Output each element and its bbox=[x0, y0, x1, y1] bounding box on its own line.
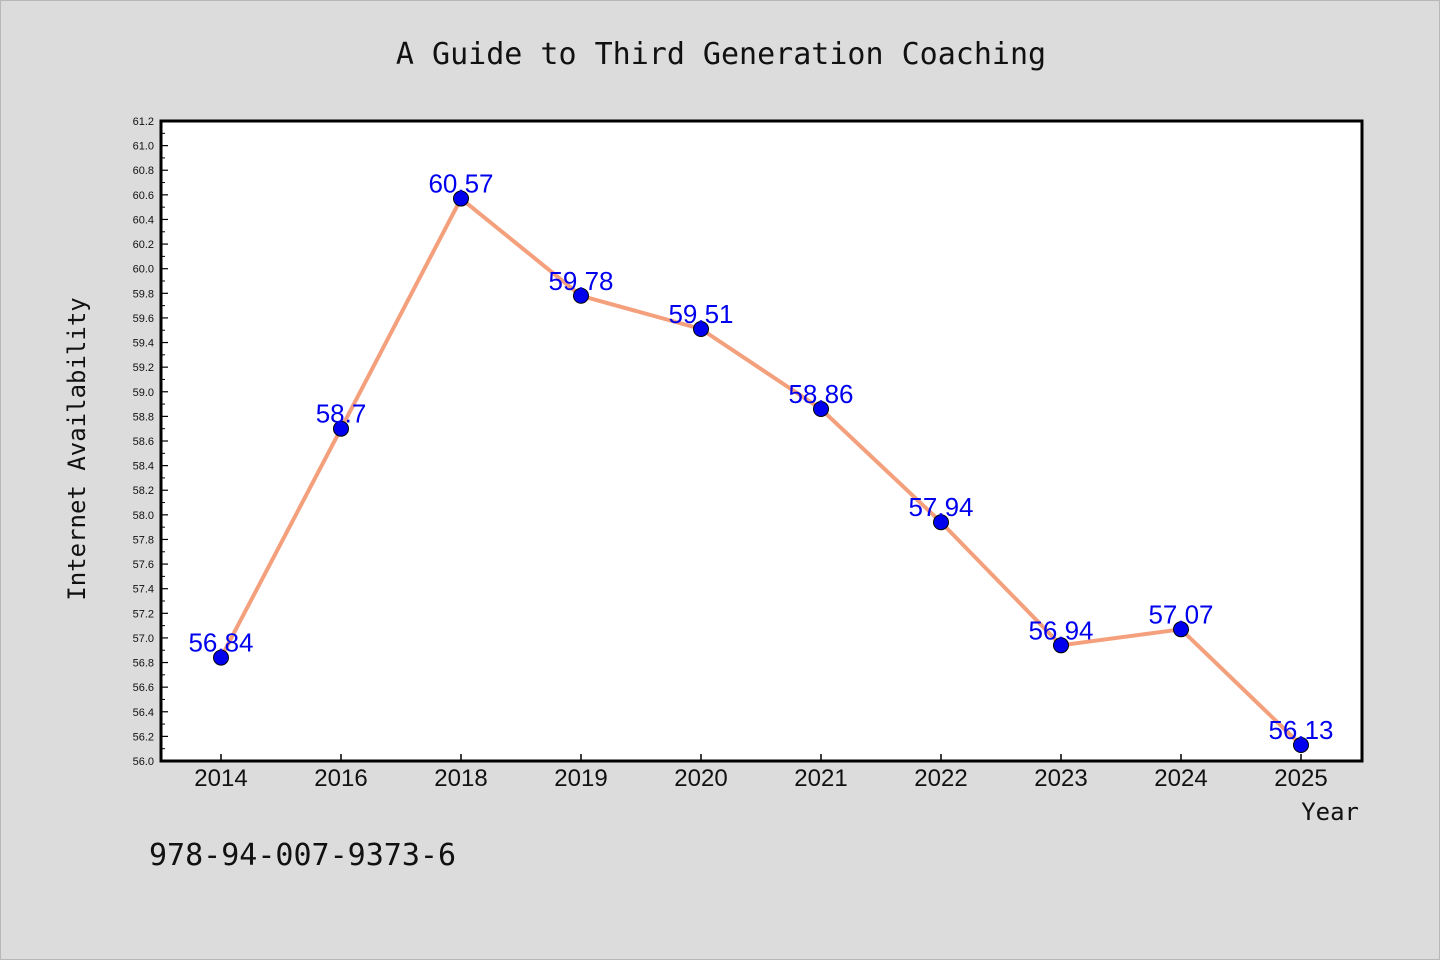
y-axis-label: Internet Availability bbox=[63, 297, 91, 600]
y-tick-label: 60.6 bbox=[133, 190, 154, 202]
y-tick-label: 60.4 bbox=[133, 214, 154, 226]
x-axis-label: Year bbox=[1301, 798, 1359, 826]
data-label: 59.51 bbox=[668, 299, 733, 329]
data-point bbox=[1053, 637, 1069, 654]
plot-area bbox=[159, 119, 1364, 763]
data-label: 58.86 bbox=[788, 379, 853, 409]
data-point bbox=[333, 420, 349, 437]
x-tick-label: 2024 bbox=[1154, 765, 1207, 792]
y-tick-label: 56.4 bbox=[133, 707, 154, 719]
y-tick-label: 58.4 bbox=[133, 461, 154, 473]
isbn-text: 978-94-007-9373-6 bbox=[149, 838, 456, 873]
data-label: 56.84 bbox=[188, 628, 253, 658]
series-group: 56.84 58.7 60.57 59.78 59.51 58.86 57.94 56.94 5… bbox=[188, 169, 1334, 753]
data-point bbox=[453, 190, 469, 207]
data-label: 59.78 bbox=[548, 266, 613, 296]
x-tick-label: 2020 bbox=[674, 765, 727, 792]
y-tick-label: 59.8 bbox=[133, 288, 154, 300]
y-tick-label: 56.2 bbox=[133, 731, 154, 743]
data-point bbox=[1173, 621, 1189, 638]
x-tick-label: 2025 bbox=[1274, 765, 1327, 792]
y-tick-label: 57.6 bbox=[133, 559, 154, 571]
x-tick-label: 2023 bbox=[1034, 765, 1087, 792]
y-tick-label: 61.0 bbox=[133, 141, 154, 153]
y-tick-label: 59.6 bbox=[133, 313, 154, 325]
y-tick-label: 60.2 bbox=[133, 239, 154, 251]
x-tick-label: 2018 bbox=[434, 765, 487, 792]
data-point bbox=[573, 287, 589, 304]
data-label: 60.57 bbox=[428, 169, 493, 199]
y-tick-label: 59.0 bbox=[133, 387, 154, 399]
y-tick-label: 60.0 bbox=[133, 264, 154, 276]
y-tick-label: 57.0 bbox=[133, 633, 154, 645]
data-point bbox=[693, 321, 709, 337]
data-point bbox=[933, 514, 949, 531]
y-tick-label: 59.4 bbox=[133, 338, 154, 350]
data-point bbox=[213, 649, 229, 666]
x-axis: 2014 2016 2018 2019 2020 2021 2022 2023 2024 2025 bbox=[194, 754, 1328, 792]
series-line bbox=[219, 196, 1303, 747]
y-axis: 56.0 56.2 56.4 56.6 56.8 57.0 57.2 57.4 57.6 57.8… bbox=[133, 116, 168, 768]
y-tick-label: 56.8 bbox=[133, 658, 154, 670]
y-tick-label: 56.6 bbox=[133, 682, 154, 694]
y-tick-label: 56.0 bbox=[133, 756, 154, 768]
y-tick-label: 57.8 bbox=[133, 534, 154, 546]
data-label: 57.94 bbox=[908, 492, 973, 522]
data-point bbox=[1293, 737, 1309, 753]
y-tick-label: 57.4 bbox=[133, 584, 154, 596]
x-tick-label: 2021 bbox=[794, 765, 847, 792]
y-tick-label: 58.6 bbox=[133, 436, 154, 448]
chart-title: A Guide to Third Generation Coaching bbox=[396, 37, 1046, 72]
x-tick-label: 2016 bbox=[314, 765, 367, 792]
data-label: 57.07 bbox=[1148, 599, 1213, 629]
data-label: 58.7 bbox=[316, 399, 367, 429]
x-tick-label: 2019 bbox=[554, 765, 607, 792]
y-tick-label: 61.2 bbox=[133, 116, 154, 128]
y-tick-label: 60.8 bbox=[133, 165, 154, 177]
y-tick-label: 58.2 bbox=[133, 485, 154, 497]
data-point bbox=[813, 401, 829, 417]
x-tick-label: 2014 bbox=[194, 765, 247, 792]
data-label: 56.13 bbox=[1268, 715, 1333, 745]
data-label: 56.94 bbox=[1028, 615, 1093, 645]
y-tick-label: 59.2 bbox=[133, 362, 154, 374]
y-tick-label: 58.8 bbox=[133, 411, 154, 423]
x-tick-label: 2022 bbox=[914, 765, 967, 792]
y-tick-label: 58.0 bbox=[133, 510, 154, 522]
y-tick-label: 57.2 bbox=[133, 608, 154, 620]
